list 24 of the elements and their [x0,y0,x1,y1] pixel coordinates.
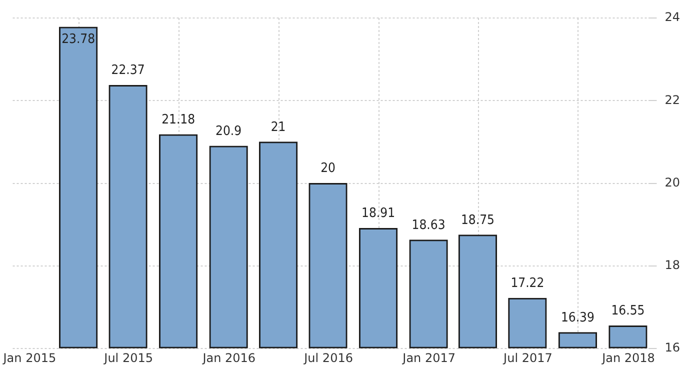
data-label: 21 [270,120,286,135]
x-tick-label: Jul 2017 [502,350,552,365]
data-label: 18.91 [362,206,396,222]
data-label: 17.22 [510,276,544,292]
y-tick-label: 20 [664,175,680,190]
x-tick-label: Jul 2016 [303,350,353,365]
data-label: 20 [320,161,336,176]
data-label: 22.37 [111,63,145,78]
x-tick-label: Jan 2015 [2,350,56,365]
y-tick-label: 18 [664,258,680,272]
data-label: 16.39 [560,310,594,326]
data-label: 18.63 [412,218,446,233]
data-label: 23.78 [62,32,96,47]
data-label: 16.55 [611,304,645,319]
data-label: 20.9 [216,124,242,139]
y-tick-label: 22 [664,92,680,107]
data-label: 18.75 [460,212,494,228]
x-tick-label: Jan 2018 [601,350,655,365]
x-tick-label: Jan 2017 [402,350,456,365]
data-label: 21.18 [162,112,196,128]
x-tick-label: Jan 2016 [202,350,256,365]
y-tick-label: 24 [664,10,680,24]
y-tick-label: 16 [664,340,680,355]
x-tick-label: Jul 2015 [103,350,154,365]
